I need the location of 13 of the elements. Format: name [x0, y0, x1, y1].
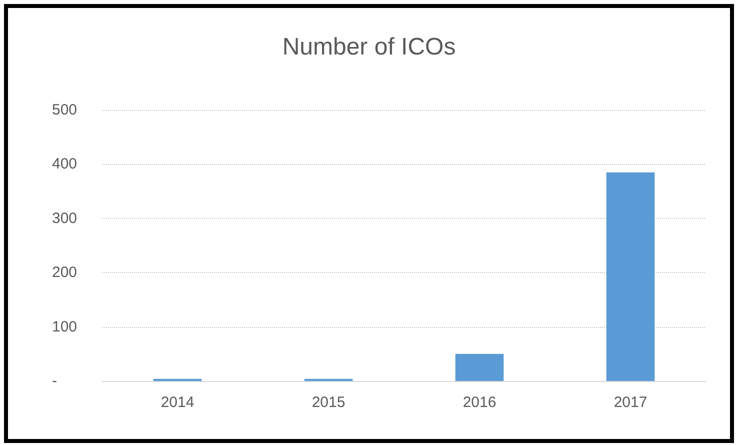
y-tick-label: 400 — [52, 156, 78, 173]
x-tick-label: 2016 — [462, 394, 496, 411]
x-tick-label: 2015 — [312, 394, 346, 411]
chart-title: Number of ICOs — [282, 34, 456, 60]
y-tick-label: - — [52, 372, 57, 390]
x-tick-label: 2014 — [160, 394, 194, 411]
y-tick-label: 500 — [52, 102, 78, 118]
y-tick-label: 200 — [52, 264, 78, 282]
bar — [455, 354, 504, 381]
x-tick-label: 2017 — [614, 394, 648, 411]
bar — [606, 172, 655, 381]
y-tick-label: 300 — [52, 210, 78, 227]
y-tick-label: 100 — [52, 318, 78, 336]
